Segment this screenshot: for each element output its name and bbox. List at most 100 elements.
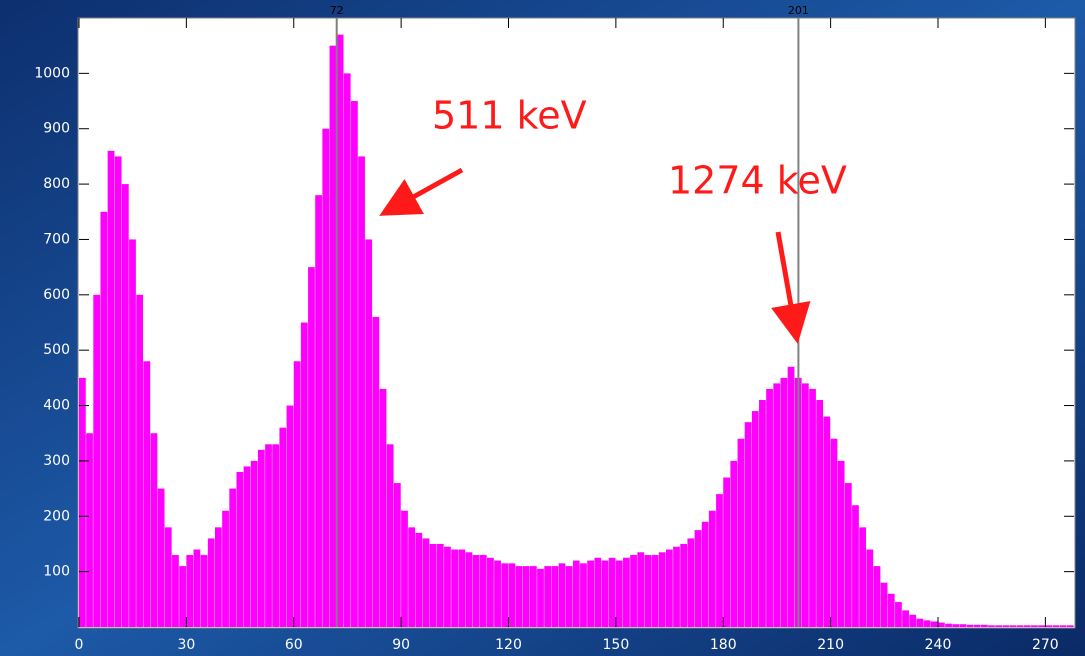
bar [1009, 625, 1017, 627]
bar [186, 555, 194, 627]
y-tick-label: 1000 [34, 65, 70, 81]
y-tick-label: 300 [43, 453, 70, 469]
bar [79, 377, 86, 627]
bar [1023, 625, 1031, 627]
bar [551, 566, 559, 627]
bar [372, 316, 380, 627]
bar [751, 411, 759, 627]
bar [300, 322, 308, 627]
bar [801, 383, 809, 627]
x-tick-label: 240 [925, 637, 952, 653]
y-tick-label: 500 [43, 342, 70, 358]
bar [422, 538, 430, 627]
bar [257, 449, 265, 627]
bar [558, 563, 566, 627]
bar [916, 618, 924, 627]
bar [508, 563, 516, 627]
arrow [771, 231, 811, 344]
bar [129, 239, 136, 628]
bar [107, 150, 115, 627]
bar [1002, 625, 1010, 627]
bar [744, 422, 752, 627]
y-tick-label: 800 [43, 176, 70, 192]
bar [272, 444, 280, 627]
bar [980, 624, 988, 627]
y-tick-label: 700 [43, 231, 70, 247]
bar [150, 433, 158, 627]
x-tick-label: 30 [177, 637, 195, 653]
bar [780, 377, 788, 627]
bar [766, 388, 773, 627]
bar [401, 510, 408, 627]
bar [873, 566, 881, 627]
bar [494, 560, 501, 627]
y-tick-label: 200 [43, 508, 70, 524]
arrow [379, 167, 464, 216]
bar [393, 483, 401, 627]
bar [816, 400, 824, 627]
bar [615, 560, 623, 627]
bar [937, 622, 945, 627]
y-tick-label: 400 [43, 398, 70, 414]
bar [336, 34, 344, 628]
bar [952, 624, 960, 627]
bar [708, 510, 716, 627]
bar [522, 566, 530, 627]
annotation: 511 keV [432, 94, 587, 138]
bar [293, 361, 301, 627]
bar [623, 557, 630, 627]
bar [988, 625, 995, 627]
bar [565, 566, 573, 627]
bar [830, 438, 838, 627]
bar [544, 566, 552, 627]
bar [465, 552, 473, 627]
bar [1016, 625, 1024, 627]
x-tick-label: 210 [817, 637, 844, 653]
bar [308, 267, 315, 627]
bar [787, 366, 795, 627]
bar [243, 466, 251, 627]
y-tick-label: 100 [43, 564, 70, 580]
bar [737, 438, 745, 627]
bar [458, 549, 466, 627]
bar [143, 361, 151, 627]
marker-label: 72 [330, 4, 344, 17]
x-tick-label: 270 [1032, 637, 1059, 653]
bar [157, 488, 165, 627]
bar [930, 621, 938, 627]
bar [959, 624, 967, 627]
bar [651, 555, 659, 627]
bar [673, 546, 680, 627]
bar [315, 195, 322, 627]
bar [973, 624, 981, 627]
bar [86, 433, 93, 627]
bar [193, 549, 201, 627]
bar [966, 624, 974, 627]
bar [236, 471, 244, 627]
bar [902, 610, 909, 627]
bar [658, 552, 666, 627]
x-tick-label: 120 [495, 637, 522, 653]
bar [687, 538, 695, 627]
y-tick-label: 600 [43, 287, 70, 303]
bar [773, 383, 781, 627]
bar [716, 494, 723, 627]
annotation: 1274 keV [668, 159, 847, 203]
bar [945, 623, 952, 627]
bar [386, 444, 394, 627]
bar [887, 593, 895, 627]
bar [759, 400, 766, 627]
bar [630, 555, 637, 627]
bar [1038, 625, 1045, 627]
bar [572, 560, 580, 627]
bar [587, 560, 594, 627]
bar [215, 527, 222, 627]
bar [121, 184, 129, 627]
bar [451, 549, 458, 627]
bar [472, 555, 480, 627]
bar [265, 444, 272, 627]
bar [415, 532, 423, 627]
bar [487, 557, 494, 627]
marker-label: 201 [788, 4, 809, 17]
